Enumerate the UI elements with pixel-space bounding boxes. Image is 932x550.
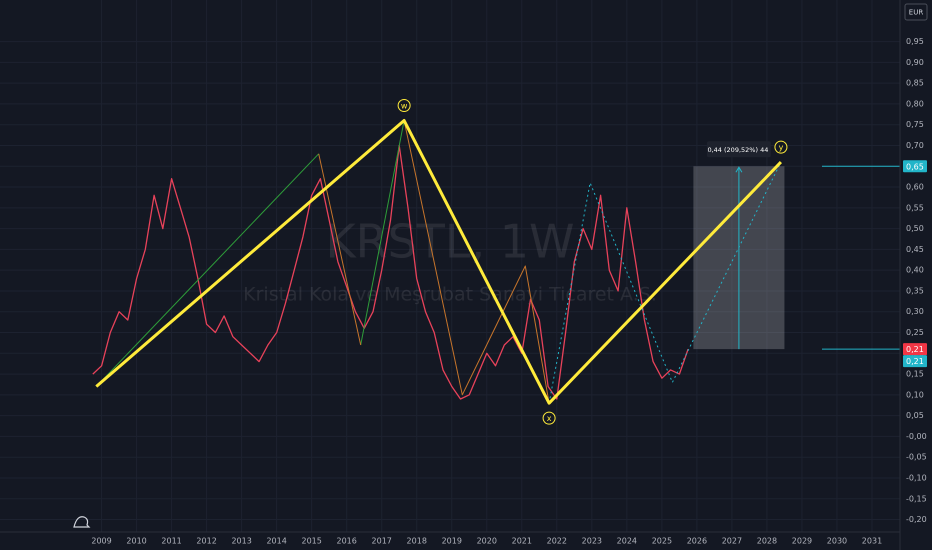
x-tick-label: 2015 [301,537,321,546]
y-tick-label: 0,85 [906,79,924,88]
x-tick-label: 2026 [687,537,707,546]
watermark-symbol: KRSTL, 1W [325,215,574,269]
y-tick-label: 0,55 [906,203,924,212]
drawing-line [360,120,405,346]
price-line [92,144,689,400]
x-tick-label: 2013 [231,537,251,546]
y-tick-label: 0,30 [906,307,924,316]
wave-label-circle [397,99,411,113]
x-tick-label: 2019 [442,537,462,546]
x-tick-label: 2029 [792,537,812,546]
wave-label-circle [542,411,556,425]
logo[interactable] [73,516,91,528]
projection-label-box [706,141,771,158]
drawing-line [318,153,362,346]
y-tick-label: 0,40 [906,266,924,275]
y-tick-label: 0,75 [906,120,924,129]
projection-label: 0,44 (209,52%) 44 [707,146,768,154]
x-tick-label: 2018 [407,537,427,546]
x-tick-label: 2011 [161,537,181,546]
x-tick-label: 2024 [617,537,637,546]
x-tick-label: 2031 [862,537,882,546]
wave-label: y [779,143,784,152]
y-tick-label: 0,80 [906,99,924,108]
x-tick-label: 2010 [126,537,146,546]
projection-arrowhead [735,166,743,173]
y-tick-label: 0,60 [906,183,924,192]
y-tick-label: 0,95 [906,37,924,46]
x-tick-label: 2025 [652,537,672,546]
price-tag-label: 0,65 [906,162,924,171]
x-tick-label: 2014 [266,537,286,546]
grid [0,0,900,532]
watermark-name: Kristal Kola ve Meşrubat Sanayi Ticaret … [243,284,657,306]
y-tick-label: 0,70 [906,141,924,150]
y-tick-label: 0,50 [906,224,924,233]
price-tag [903,343,927,356]
x-tick-label: 2016 [337,537,357,546]
wave-label-circle [774,140,788,154]
y-tick-label: 0,90 [906,58,924,67]
x-tick-label: 2028 [757,537,777,546]
price-tag-label: 0,21 [906,345,924,354]
y-tick-label: 0,05 [906,411,924,420]
x-tick-label: 2017 [372,537,392,546]
x-tick-label: 2021 [512,537,532,546]
y-tick-label: -0,05 [906,453,927,462]
drawing-line [95,119,782,405]
currency-box[interactable] [904,3,928,21]
y-tick-label: 0,10 [906,390,924,399]
x-tick-label: 2012 [196,537,216,546]
y-tick-label: -0,00 [906,432,927,441]
drawing-line [403,120,550,404]
price-tag [903,160,927,173]
x-tick-label: 2030 [827,537,847,546]
y-tick-label: 0,45 [906,245,924,254]
y-tick-label: 0,35 [906,286,924,295]
price-tag [903,355,927,368]
x-tick-label: 2027 [722,537,742,546]
y-tick-label: 0,25 [906,328,924,337]
axes: 0,95 0,90 0,85 0,80 0,75 0,70 0,65 0,60 0,55 0,50… [91,37,927,546]
x-tick-label: 2020 [477,537,497,546]
drawing-line [95,153,320,387]
wave-label: w [401,102,408,111]
x-tick-label: 2009 [91,537,111,546]
wave-label: x [547,414,552,423]
drawing-line [548,161,782,404]
x-tick-label: 2023 [582,537,602,546]
y-tick-label: -0,20 [906,515,927,524]
y-tick-label: -0,10 [906,473,927,482]
plot: 0,44 (209,52%) 44 w x y [92,99,900,425]
currency: EUR [909,9,924,17]
price-tag-label: 0,21 [906,357,924,366]
x-tick-label: 2022 [547,537,567,546]
y-tick-label: 0,15 [906,370,924,379]
y-tick-label: -0,15 [906,494,927,503]
